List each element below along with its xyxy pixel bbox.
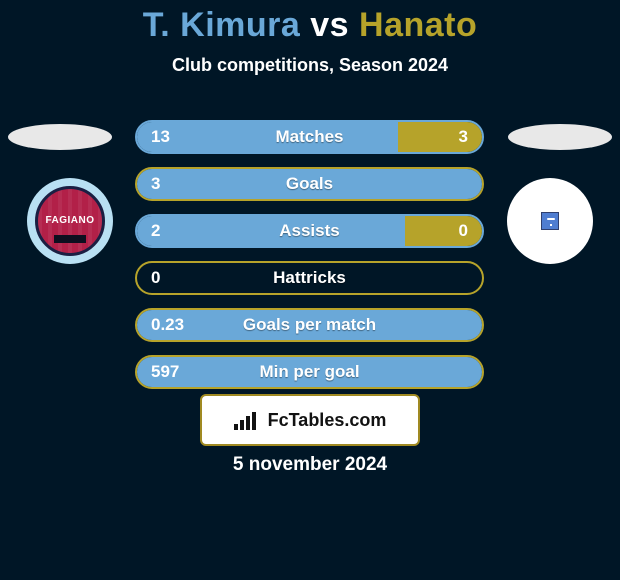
stat-row: Min per goal597 xyxy=(135,355,484,389)
stat-value-right: 0 xyxy=(459,216,468,246)
brand-pill: FcTables.com xyxy=(200,394,420,446)
date-text: 5 november 2024 xyxy=(0,454,620,476)
avatar-right-placeholder xyxy=(508,124,612,150)
club-badge-left: FAGIANO xyxy=(27,178,113,264)
stat-row: Matches13 3 xyxy=(135,120,484,154)
avatar-left-placeholder xyxy=(8,124,112,150)
stat-row: Hattricks0 xyxy=(135,261,484,295)
stat-label: Matches xyxy=(137,122,482,152)
stat-row: Goals3 xyxy=(135,167,484,201)
club-badge-right xyxy=(507,178,593,264)
comparison-infographic: T. Kimura vs Hanato Club competitions, S… xyxy=(0,0,620,580)
barchart-icon xyxy=(234,410,262,430)
stat-value-left: 597 xyxy=(151,357,179,387)
stat-row: Assists2 0 xyxy=(135,214,484,248)
stat-row: Goals per match0.23 xyxy=(135,308,484,342)
player-left-name: T. Kimura xyxy=(143,6,301,44)
stat-value-left: 2 xyxy=(151,216,160,246)
stat-label: Min per goal xyxy=(137,357,482,387)
fagiano-crest-icon: FAGIANO xyxy=(35,186,105,256)
unknown-club-icon xyxy=(541,212,559,230)
stat-label: Goals xyxy=(137,169,482,199)
subtitle: Club competitions, Season 2024 xyxy=(0,55,620,76)
page-title: T. Kimura vs Hanato xyxy=(0,0,620,45)
stat-value-left: 0.23 xyxy=(151,310,184,340)
title-vs: vs xyxy=(300,6,359,44)
brand-text: FcTables.com xyxy=(268,410,387,431)
stat-value-left: 0 xyxy=(151,263,160,293)
stats-panel: Matches133Goals3Assists20Hattricks0Goals… xyxy=(135,120,484,402)
stat-value-right: 3 xyxy=(459,122,468,152)
bottom-fade xyxy=(0,500,620,580)
stat-value-left: 13 xyxy=(151,122,170,152)
stat-label: Assists xyxy=(137,216,482,246)
player-right-name: Hanato xyxy=(359,6,477,44)
stat-label: Hattricks xyxy=(137,263,482,293)
stat-label: Goals per match xyxy=(137,310,482,340)
stat-value-left: 3 xyxy=(151,169,160,199)
